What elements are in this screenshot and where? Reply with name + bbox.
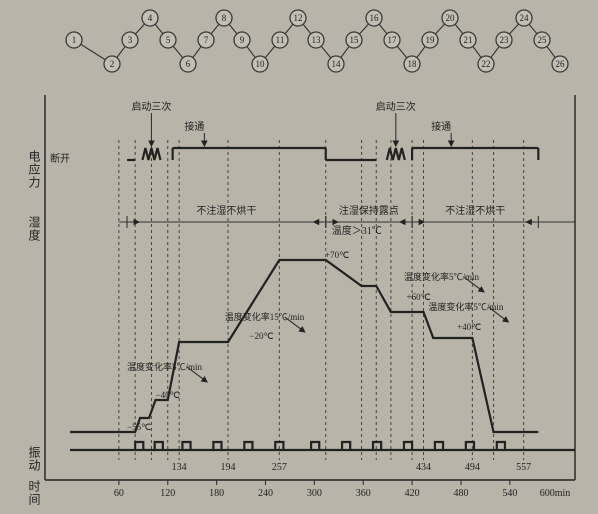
svg-text:1: 1 bbox=[72, 35, 77, 45]
svg-text:24: 24 bbox=[520, 13, 530, 23]
svg-text:10: 10 bbox=[256, 59, 266, 69]
voltage-restart-glyph bbox=[387, 148, 405, 160]
tick-minor: 434 bbox=[416, 462, 431, 473]
svg-text:11: 11 bbox=[276, 35, 285, 45]
voltage-annot: 启动三次 bbox=[376, 100, 416, 113]
tick-end: 600min bbox=[540, 488, 571, 499]
humidity-section: 不注湿不烘干 bbox=[196, 204, 256, 217]
svg-text:15: 15 bbox=[350, 35, 360, 45]
svg-text:18: 18 bbox=[408, 59, 418, 69]
svg-text:5: 5 bbox=[166, 35, 171, 45]
temp-value-label: +40℃ bbox=[457, 322, 481, 332]
svg-text:16: 16 bbox=[370, 13, 380, 23]
axis-label-humidity: 湿度 bbox=[27, 215, 41, 242]
diagram-root: 1234567891011121314151617181920212223242… bbox=[0, 0, 598, 514]
svg-text:13: 13 bbox=[312, 35, 322, 45]
tick-minor: 257 bbox=[272, 462, 287, 473]
svg-text:26: 26 bbox=[556, 59, 566, 69]
voltage-annot: 接通 bbox=[431, 120, 451, 133]
humidity-section: 不注湿不烘干 bbox=[445, 204, 505, 217]
humidity-note: 温度＞31℃ bbox=[332, 224, 382, 237]
temp-value-label: −55℃ bbox=[127, 422, 151, 432]
voltage-annot: 启动三次 bbox=[131, 100, 171, 113]
svg-text:20: 20 bbox=[446, 13, 456, 23]
voltage-annot: 接通 bbox=[184, 120, 204, 133]
svg-text:6: 6 bbox=[186, 59, 191, 69]
tick-major: 120 bbox=[160, 488, 175, 499]
voltage-off-label: 断开 bbox=[50, 152, 70, 165]
temp-value-label: −20℃ bbox=[249, 331, 273, 341]
tick-major: 60 bbox=[114, 488, 124, 499]
tick-minor: 194 bbox=[221, 462, 236, 473]
svg-text:2: 2 bbox=[110, 59, 115, 69]
svg-text:25: 25 bbox=[538, 35, 548, 45]
diagram-svg: 1234567891011121314151617181920212223242… bbox=[0, 0, 598, 514]
tick-major: 540 bbox=[502, 488, 517, 499]
svg-text:8: 8 bbox=[222, 13, 227, 23]
tick-major: 180 bbox=[209, 488, 224, 499]
temp-value-label: +70℃ bbox=[325, 250, 349, 260]
svg-text:9: 9 bbox=[240, 35, 245, 45]
tick-minor: 557 bbox=[516, 462, 531, 473]
temp-value-label: +60℃ bbox=[407, 292, 431, 302]
svg-text:19: 19 bbox=[426, 35, 436, 45]
tick-minor: 494 bbox=[465, 462, 480, 473]
svg-text:12: 12 bbox=[294, 13, 303, 23]
svg-text:22: 22 bbox=[482, 59, 491, 69]
tick-major: 240 bbox=[258, 488, 273, 499]
axis-label-time: 时间 bbox=[27, 480, 41, 506]
temp-value-label: −40℃ bbox=[156, 390, 180, 400]
svg-text:17: 17 bbox=[388, 35, 398, 45]
tick-major: 300 bbox=[307, 488, 322, 499]
axis-label-voltage: 电应力 bbox=[27, 150, 41, 189]
svg-text:14: 14 bbox=[332, 59, 342, 69]
svg-text:4: 4 bbox=[148, 13, 153, 23]
humidity-section: 注湿保持露点 bbox=[339, 204, 399, 217]
axis-label-vibration: 振动 bbox=[27, 446, 41, 472]
svg-text:7: 7 bbox=[204, 35, 209, 45]
tick-major: 420 bbox=[405, 488, 420, 499]
svg-text:23: 23 bbox=[500, 35, 510, 45]
graph-nodes: 1234567891011121314151617181920212223242… bbox=[66, 10, 568, 72]
tick-major: 480 bbox=[453, 488, 468, 499]
temp-rate-label: 温度变化率15℃/min bbox=[225, 311, 305, 322]
svg-text:3: 3 bbox=[128, 35, 133, 45]
tick-minor: 134 bbox=[172, 462, 187, 473]
svg-text:21: 21 bbox=[464, 35, 473, 45]
tick-major: 360 bbox=[356, 488, 371, 499]
